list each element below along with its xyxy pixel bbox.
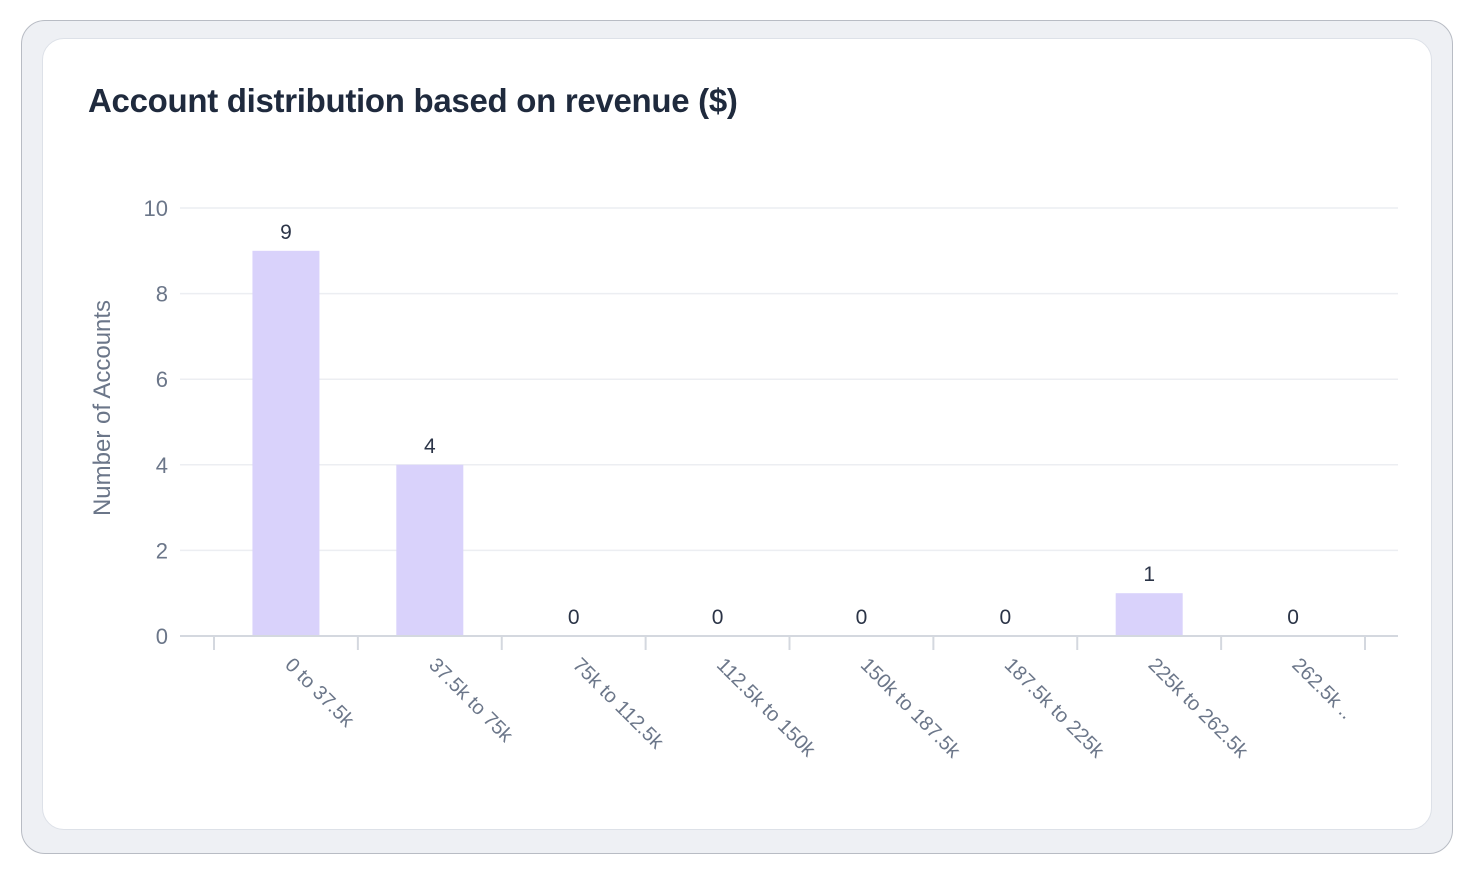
data-label: 0 [568, 606, 580, 629]
bar[interactable] [252, 250, 320, 637]
data-label: 0 [856, 606, 868, 629]
data-label: 1 [1143, 563, 1155, 586]
y-tick-label: 6 [156, 367, 168, 392]
data-label: 9 [280, 221, 292, 244]
gridlines [180, 207, 1398, 552]
x-tick-label: 150k to 187.5k [856, 654, 965, 763]
x-tick-label: 187.5k to 225k [1000, 654, 1109, 763]
y-tick-label: 4 [156, 453, 168, 478]
data-label: 4 [424, 435, 436, 458]
bar[interactable] [396, 464, 464, 636]
data-label: 0 [712, 606, 724, 629]
data-label: 0 [999, 606, 1011, 629]
data-label: 0 [1287, 606, 1299, 629]
y-axis-title: Number of Accounts [89, 300, 116, 516]
x-tick-label: 75k to 112.5k [568, 654, 668, 754]
y-tick-label: 10 [144, 196, 168, 221]
x-axis: 0 to 37.5k 37.5k to 75k 75k to 112.5k 112.5… [180, 635, 1398, 763]
data-labels: 9 4 0 0 0 0 1 0 [280, 221, 1299, 629]
chart-title: Account distribution based on revenue ($… [88, 82, 738, 119]
y-tick-label: 2 [156, 538, 168, 563]
y-tick-label: 8 [156, 282, 168, 307]
y-tick-label: 0 [156, 624, 168, 649]
bars [252, 250, 1183, 637]
x-tick-label: 262.5k .. [1288, 654, 1358, 724]
bar[interactable] [1115, 593, 1183, 636]
x-tick-label: 112.5k to 150k [712, 654, 820, 762]
x-tick-label: 37.5k to 75k [424, 654, 517, 747]
x-tick-label: 0 to 37.5k [280, 654, 358, 732]
x-tick-label: 225k to 262.5k [1144, 654, 1253, 763]
y-axis: 0 2 4 6 8 10 [144, 196, 168, 649]
